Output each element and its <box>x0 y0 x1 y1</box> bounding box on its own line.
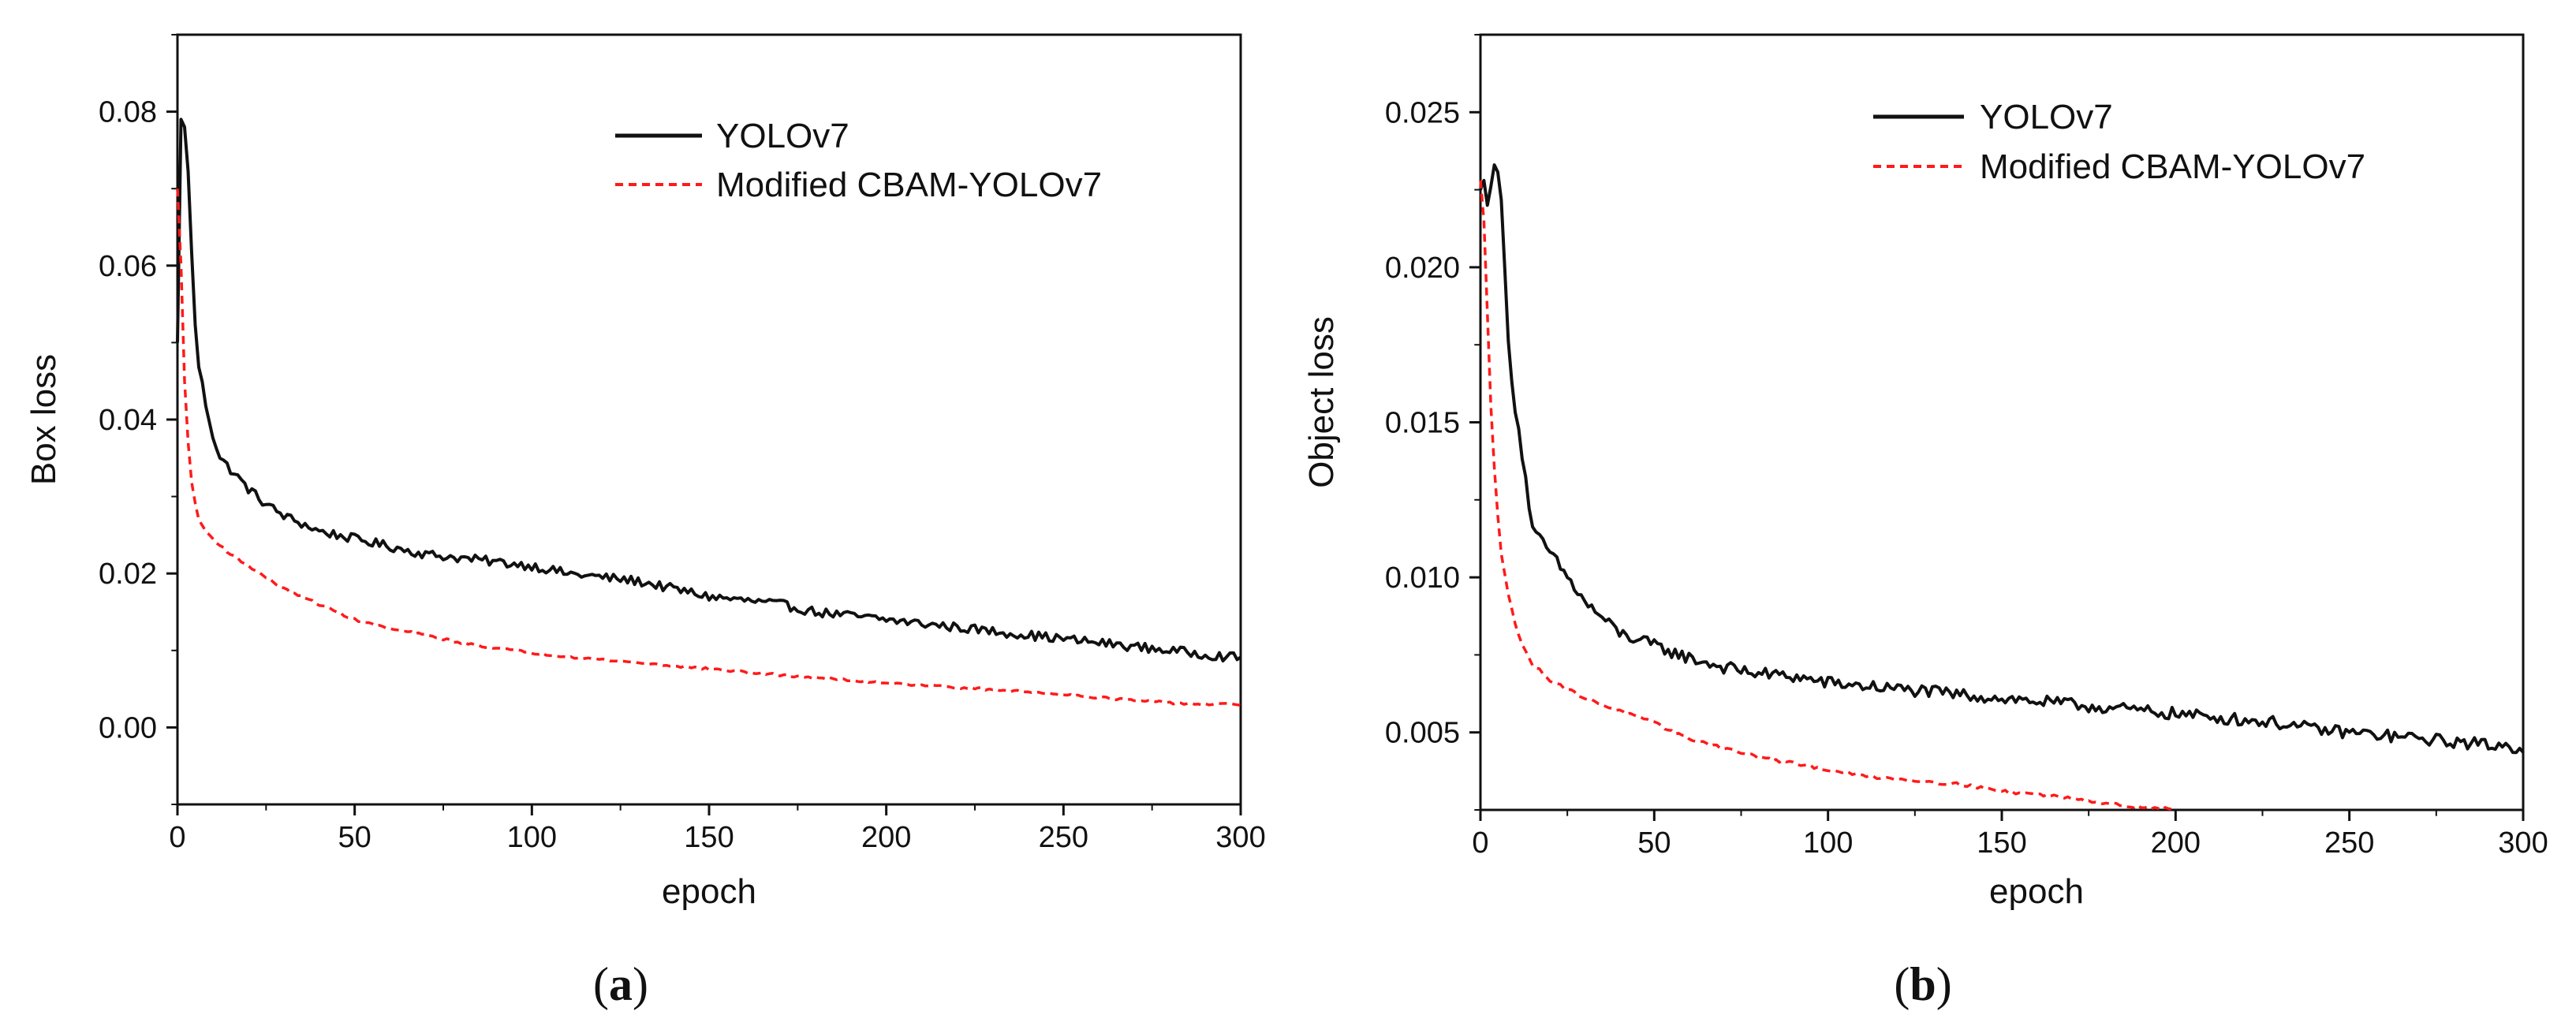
panel-a: 0 50 100 150 200 250 300 0.00 0.02 0.04 0.06 0.08 B… <box>24 33 1266 1010</box>
series-yolov7-line-a <box>176 118 1242 662</box>
legend-label-yolov7-b: YOLOv7 <box>1980 98 2113 136</box>
ticks-b: 0 50 100 150 200 250 300 0.005 0.010 0.015 0.020 0.… <box>1385 34 2548 860</box>
x-tick-label-a: 300 <box>1215 821 1265 854</box>
x-tick-label-a: 250 <box>1039 821 1088 854</box>
x-axis-label-b: epoch <box>1989 872 2084 911</box>
panel-letter-b: b <box>1910 958 1936 1010</box>
ticks-a: 0 50 100 150 200 250 300 0.00 0.02 0.04 0.06 0.08 <box>99 34 1266 854</box>
x-tick-label-b: 100 <box>1803 826 1853 860</box>
legend-a: YOLOv7 Modified CBAM-YOLOv7 <box>615 117 1102 204</box>
y-tick-label-b: 0.020 <box>1385 252 1460 285</box>
panel-caption-a: (a) <box>593 958 648 1010</box>
legend-label-cbam-b: Modified CBAM-YOLOv7 <box>1980 147 2365 186</box>
y-axis-label-b: Object loss <box>1302 316 1341 488</box>
y-tick-label-b: 0.010 <box>1385 562 1460 595</box>
panel-caption-b: (b) <box>1894 958 1951 1010</box>
y-axis-label-a: Box loss <box>24 354 63 485</box>
x-tick-label-a: 100 <box>507 821 557 854</box>
y-tick-label-b: 0.015 <box>1385 407 1460 440</box>
svg-text:(a): (a) <box>593 958 648 1010</box>
legend-label-yolov7-a: YOLOv7 <box>716 117 849 155</box>
series-yolov7-line-b <box>1479 163 2525 755</box>
y-tick-label-b: 0.005 <box>1385 717 1460 750</box>
y-tick-label-a: 0.06 <box>99 250 157 283</box>
y-tick-label-a: 0.08 <box>99 96 157 129</box>
series-b <box>1479 163 2525 812</box>
series-cbam-yolov7-line-a <box>176 188 1241 707</box>
y-tick-label-b: 0.025 <box>1385 96 1460 129</box>
series-cbam-yolov7-line-b <box>1479 180 2176 812</box>
panel-b: 0 50 100 150 200 250 300 0.005 0.010 0.015 0.020 0.… <box>1302 33 2548 1010</box>
x-tick-label-a: 0 <box>169 821 185 854</box>
x-tick-label-b: 50 <box>1637 826 1671 860</box>
series-a <box>176 118 1242 707</box>
x-tick-label-b: 250 <box>2324 826 2374 860</box>
y-tick-label-a: 0.02 <box>99 558 157 591</box>
plot-area-a <box>176 33 1242 806</box>
legend-b: YOLOv7 Modified CBAM-YOLOv7 <box>1873 98 2365 186</box>
x-tick-label-a: 150 <box>684 821 734 854</box>
x-axis-label-a: epoch <box>662 872 756 911</box>
x-tick-label-b: 200 <box>2151 826 2201 860</box>
x-tick-label-b: 0 <box>1472 826 1488 860</box>
panel-letter-a: a <box>609 958 633 1010</box>
x-tick-label-a: 200 <box>861 821 911 854</box>
y-tick-label-a: 0.04 <box>99 404 157 437</box>
legend-label-cbam-a: Modified CBAM-YOLOv7 <box>716 166 1102 204</box>
svg-text:(b): (b) <box>1894 958 1951 1010</box>
x-tick-label-b: 300 <box>2498 826 2548 860</box>
x-tick-label-a: 50 <box>338 821 371 854</box>
y-tick-label-a: 0.00 <box>99 711 157 744</box>
x-tick-label-b: 150 <box>1977 826 2026 860</box>
